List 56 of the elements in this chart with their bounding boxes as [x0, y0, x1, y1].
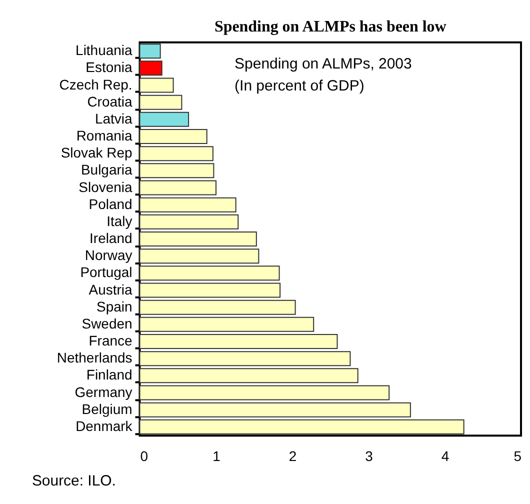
- y-tick-label: Netherlands: [56, 350, 132, 366]
- x-tick-label: 5: [514, 448, 522, 464]
- y-tick-label: Germany: [74, 384, 132, 400]
- y-tick-label: Bulgaria: [80, 162, 132, 178]
- bar: [139, 129, 208, 144]
- bar: [139, 368, 358, 384]
- bar: [139, 146, 214, 162]
- x-tick-label: 2: [288, 448, 297, 464]
- annotation: Spending on ALMPs, 2003: [234, 55, 412, 72]
- bar: [139, 316, 314, 332]
- bar: [139, 300, 296, 315]
- bar: [139, 334, 338, 350]
- y-tick-label: Croatia: [87, 93, 132, 110]
- y-tick-label: Norway: [84, 247, 132, 264]
- y-tick-label: Romania: [76, 128, 132, 144]
- x-tick-label: 1: [212, 448, 221, 464]
- y-tick-label: Finland: [86, 366, 132, 383]
- y-tick-label: Latvia: [94, 110, 132, 126]
- bar: [139, 60, 162, 76]
- annotation: (In percent of GDP): [234, 77, 364, 94]
- bar: [139, 385, 390, 400]
- y-tick-label: France: [88, 332, 132, 349]
- y-tick-label: Poland: [88, 196, 132, 212]
- bar: [139, 248, 260, 264]
- y-tick-label: Slovenia: [78, 178, 132, 195]
- y-tick-label: Sweden: [82, 315, 132, 332]
- y-tick-label: Czech Rep.: [59, 76, 132, 92]
- bar: [139, 94, 182, 110]
- y-tick-label: Belgium: [82, 400, 132, 417]
- y-tick-label: Spain: [96, 298, 132, 314]
- y-tick-label: Estonia: [86, 59, 132, 76]
- bar: [139, 44, 161, 59]
- bar: [139, 197, 236, 212]
- bar: [139, 402, 411, 418]
- bar: [139, 232, 257, 247]
- y-tick-label: Ireland: [90, 230, 132, 246]
- x-tick-label: 0: [140, 448, 148, 464]
- bar: [139, 180, 216, 196]
- bar: [139, 282, 281, 298]
- chart-title: Spending on ALMPs has been low: [214, 18, 447, 36]
- y-tick-label: Italy: [106, 212, 132, 229]
- y-tick-label: Slovak Rep: [60, 144, 132, 161]
- bar: [139, 163, 214, 178]
- bar: [139, 266, 280, 281]
- x-tick-label: 4: [441, 448, 450, 464]
- source-note: Source: ILO.: [32, 472, 116, 490]
- y-tick-label: Denmark: [76, 418, 132, 434]
- bar: [139, 78, 174, 93]
- bar: [139, 112, 190, 127]
- y-tick-label: Lithuania: [76, 42, 132, 58]
- y-tick-label: Portugal: [80, 264, 132, 280]
- bar: [139, 419, 464, 434]
- bar: [139, 351, 351, 366]
- x-tick-label: 3: [365, 448, 374, 464]
- bar: [139, 214, 239, 230]
- y-tick-label: Austria: [88, 281, 132, 298]
